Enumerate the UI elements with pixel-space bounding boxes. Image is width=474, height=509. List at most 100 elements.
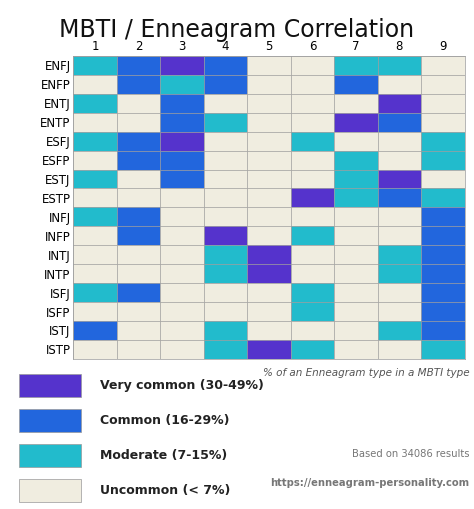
- Bar: [291, 245, 334, 264]
- Bar: [73, 113, 117, 132]
- Bar: [160, 264, 204, 283]
- Bar: [378, 302, 421, 321]
- Bar: [421, 56, 465, 75]
- Text: Moderate (7-15%): Moderate (7-15%): [100, 449, 227, 462]
- Bar: [421, 94, 465, 113]
- Bar: [73, 208, 117, 227]
- Bar: [73, 94, 117, 113]
- Bar: [334, 113, 378, 132]
- Text: Common (16-29%): Common (16-29%): [100, 414, 229, 427]
- Bar: [73, 264, 117, 283]
- Bar: [160, 283, 204, 302]
- FancyBboxPatch shape: [19, 409, 81, 432]
- Bar: [247, 151, 291, 169]
- Bar: [421, 151, 465, 169]
- Bar: [117, 151, 160, 169]
- Bar: [73, 227, 117, 245]
- Bar: [378, 208, 421, 227]
- Bar: [421, 227, 465, 245]
- Bar: [334, 321, 378, 340]
- Bar: [117, 188, 160, 208]
- Bar: [421, 283, 465, 302]
- Bar: [378, 75, 421, 94]
- Bar: [73, 321, 117, 340]
- Bar: [204, 245, 247, 264]
- FancyBboxPatch shape: [19, 374, 81, 398]
- Bar: [160, 227, 204, 245]
- Bar: [247, 245, 291, 264]
- Bar: [334, 94, 378, 113]
- Bar: [204, 188, 247, 208]
- Bar: [334, 188, 378, 208]
- Bar: [160, 188, 204, 208]
- Bar: [117, 208, 160, 227]
- Bar: [378, 340, 421, 359]
- Bar: [117, 264, 160, 283]
- Bar: [247, 321, 291, 340]
- Bar: [73, 283, 117, 302]
- Bar: [378, 245, 421, 264]
- Bar: [160, 56, 204, 75]
- Bar: [117, 321, 160, 340]
- Bar: [117, 302, 160, 321]
- Bar: [117, 132, 160, 151]
- Bar: [291, 340, 334, 359]
- Bar: [421, 208, 465, 227]
- Bar: [204, 113, 247, 132]
- Bar: [160, 151, 204, 169]
- Bar: [204, 208, 247, 227]
- Bar: [334, 302, 378, 321]
- Bar: [247, 169, 291, 188]
- Bar: [117, 113, 160, 132]
- Bar: [160, 113, 204, 132]
- Bar: [73, 302, 117, 321]
- Bar: [73, 75, 117, 94]
- Bar: [421, 75, 465, 94]
- Text: Uncommon (< 7%): Uncommon (< 7%): [100, 484, 230, 497]
- Bar: [160, 321, 204, 340]
- Bar: [73, 132, 117, 151]
- Bar: [334, 56, 378, 75]
- Text: https://enneagram-personality.com: https://enneagram-personality.com: [270, 478, 469, 488]
- Bar: [291, 169, 334, 188]
- Bar: [247, 283, 291, 302]
- Bar: [160, 302, 204, 321]
- Bar: [247, 208, 291, 227]
- Bar: [73, 340, 117, 359]
- Bar: [117, 169, 160, 188]
- Bar: [421, 302, 465, 321]
- Text: % of an Enneagram type in a MBTI type: % of an Enneagram type in a MBTI type: [263, 369, 469, 378]
- Bar: [291, 56, 334, 75]
- Bar: [378, 227, 421, 245]
- Bar: [291, 227, 334, 245]
- Bar: [421, 188, 465, 208]
- Bar: [421, 340, 465, 359]
- Bar: [378, 264, 421, 283]
- Bar: [378, 169, 421, 188]
- Bar: [117, 75, 160, 94]
- Bar: [117, 245, 160, 264]
- Bar: [204, 340, 247, 359]
- Bar: [204, 56, 247, 75]
- Bar: [160, 75, 204, 94]
- Bar: [204, 75, 247, 94]
- Bar: [334, 245, 378, 264]
- Bar: [421, 169, 465, 188]
- Bar: [378, 94, 421, 113]
- Bar: [291, 75, 334, 94]
- FancyBboxPatch shape: [19, 478, 81, 502]
- Bar: [291, 208, 334, 227]
- Text: Very common (30-49%): Very common (30-49%): [100, 379, 264, 392]
- Bar: [204, 321, 247, 340]
- Bar: [291, 132, 334, 151]
- Bar: [291, 264, 334, 283]
- Bar: [421, 132, 465, 151]
- Bar: [334, 151, 378, 169]
- Bar: [291, 151, 334, 169]
- Bar: [204, 283, 247, 302]
- Bar: [247, 264, 291, 283]
- Bar: [421, 113, 465, 132]
- Bar: [421, 321, 465, 340]
- Bar: [378, 188, 421, 208]
- Text: Based on 34086 results: Based on 34086 results: [352, 449, 469, 459]
